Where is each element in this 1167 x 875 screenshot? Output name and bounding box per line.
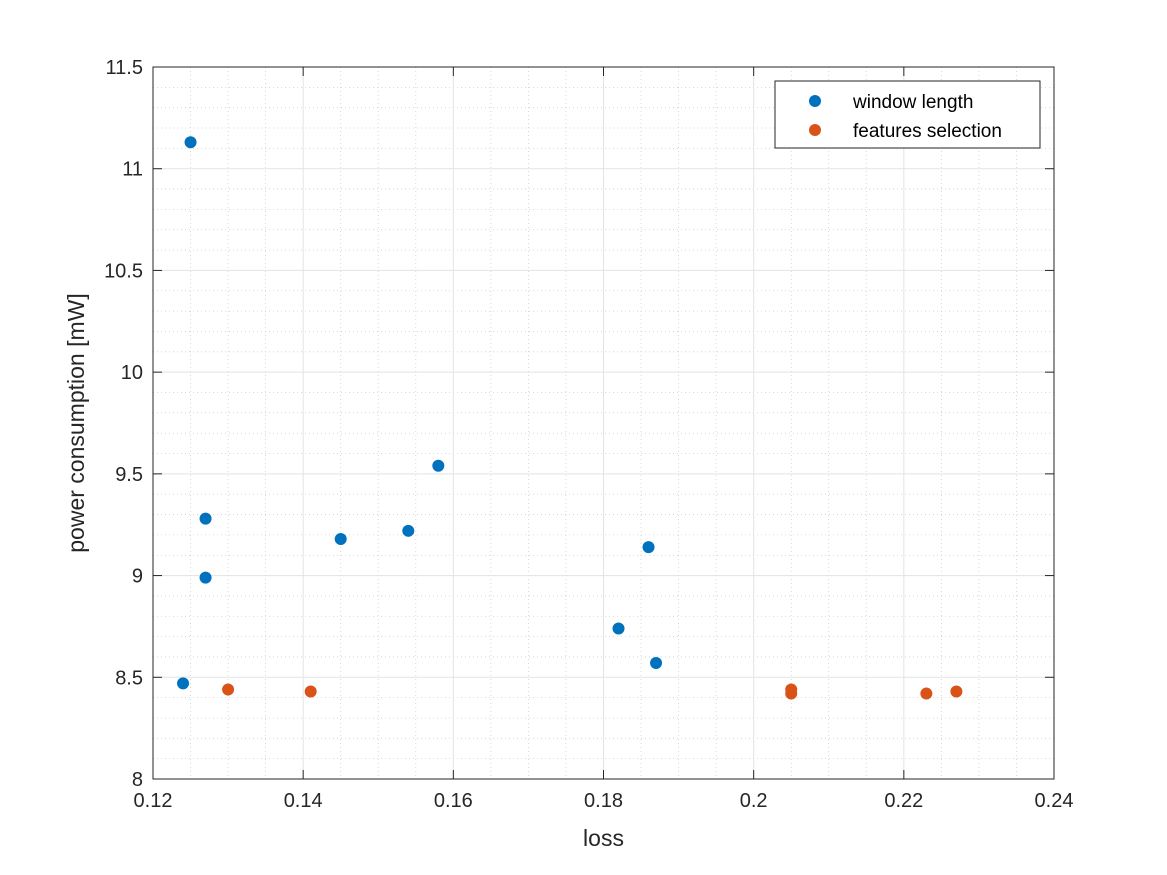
features-selection-point bbox=[920, 687, 933, 700]
y-tick-labels: 8 8.5 9 9.5 10 10.5 11 11.5 bbox=[104, 57, 143, 791]
y-axis-label: power consumption [mW] bbox=[63, 293, 89, 552]
y-tick-label: 11 bbox=[122, 159, 143, 181]
window-length-point bbox=[432, 459, 445, 472]
axis-ticks bbox=[152, 66, 1055, 780]
x-tick-label: 0.12 bbox=[134, 790, 173, 812]
legend-label-features-selection: features selection bbox=[853, 121, 1002, 142]
window-length-point bbox=[650, 657, 663, 670]
window-length-point bbox=[199, 512, 212, 525]
window-length-point bbox=[612, 622, 625, 635]
window-length-point bbox=[184, 136, 197, 149]
window-length-point bbox=[402, 524, 415, 537]
x-tick-label: 0.14 bbox=[284, 790, 323, 812]
legend-marker-window-length bbox=[809, 95, 821, 107]
features-selection-point bbox=[950, 685, 963, 698]
legend-label-window-length: window length bbox=[852, 92, 973, 113]
legend-box bbox=[774, 80, 1041, 149]
x-tick-labels: 0.12 0.14 0.16 0.18 0.2 0.22 0.24 bbox=[134, 790, 1074, 812]
legend: window length features selection bbox=[774, 80, 1041, 149]
x-tick-label: 0.16 bbox=[434, 790, 473, 812]
window-length-point bbox=[334, 532, 347, 545]
window-length-point bbox=[642, 541, 655, 554]
y-tick-label: 9 bbox=[132, 566, 143, 588]
x-tick-label: 0.22 bbox=[884, 790, 923, 812]
data-points bbox=[177, 136, 963, 700]
y-tick-label: 10 bbox=[121, 362, 143, 384]
major-grid bbox=[152, 66, 1055, 780]
minor-grid bbox=[153, 67, 1054, 779]
legend-marker-features-selection bbox=[809, 124, 821, 136]
window-length-point bbox=[199, 571, 212, 584]
x-tick-label: 0.24 bbox=[1035, 790, 1074, 812]
x-tick-label: 0.18 bbox=[584, 790, 623, 812]
x-axis-label: loss bbox=[583, 825, 624, 851]
y-tick-label: 9.5 bbox=[115, 464, 143, 486]
y-tick-label: 10.5 bbox=[104, 260, 143, 282]
features-selection-point bbox=[304, 685, 317, 698]
window-length-point bbox=[177, 677, 190, 690]
features-selection-point bbox=[785, 687, 798, 700]
y-tick-label: 8 bbox=[132, 769, 143, 791]
features-selection-point bbox=[222, 683, 235, 696]
y-tick-label: 8.5 bbox=[115, 667, 143, 689]
x-tick-label: 0.2 bbox=[740, 790, 768, 812]
y-tick-label: 11.5 bbox=[106, 57, 143, 79]
